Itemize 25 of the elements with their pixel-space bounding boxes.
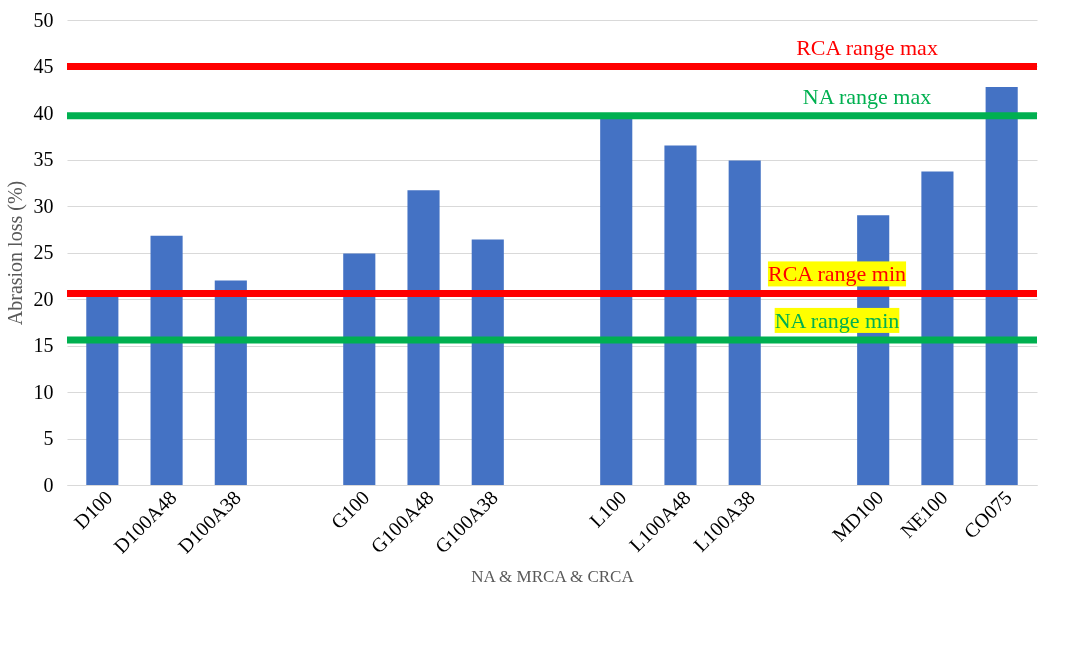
bar (214, 280, 247, 485)
y-tick-label: 50 (33, 8, 54, 31)
bar (407, 190, 440, 485)
bar (664, 145, 697, 485)
y-tick-label: 15 (33, 334, 54, 356)
bar (150, 235, 183, 485)
y-tick-label: 45 (33, 55, 54, 77)
bar (728, 160, 761, 485)
y-axis-title: Abrasion loss (%) (3, 180, 27, 326)
bar (985, 86, 1018, 485)
ref-line-label: RCA range max (796, 34, 938, 60)
y-tick-label: 35 (33, 148, 54, 170)
y-tick-label: 0 (43, 473, 54, 496)
y-tick-label: 20 (33, 287, 54, 310)
y-tick-label: 5 (43, 427, 54, 449)
bar (343, 253, 376, 485)
y-tick-label: 30 (33, 194, 54, 217)
y-tick-label: 40 (33, 101, 54, 124)
y-tick-label: 10 (33, 380, 54, 403)
bar (86, 294, 119, 485)
y-tick-label: 25 (33, 241, 54, 263)
bar (471, 239, 504, 485)
bar (921, 171, 954, 485)
x-axis-title: NA & MRCA & CRCA (471, 567, 635, 587)
ref-line-label: NA range max (802, 83, 932, 109)
